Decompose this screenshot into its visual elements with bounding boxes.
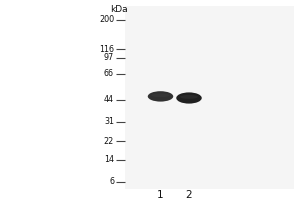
Text: 14: 14 <box>104 156 114 164</box>
Text: 200: 200 <box>99 16 114 24</box>
Text: kDa: kDa <box>110 5 127 14</box>
Ellipse shape <box>180 95 198 99</box>
Text: 2: 2 <box>186 190 192 200</box>
Text: 31: 31 <box>104 117 114 127</box>
Text: 66: 66 <box>104 70 114 78</box>
Text: 44: 44 <box>104 96 114 104</box>
Text: 6: 6 <box>109 178 114 186</box>
Ellipse shape <box>176 92 202 104</box>
Ellipse shape <box>152 94 169 97</box>
Text: 116: 116 <box>99 45 114 53</box>
Bar <box>124 6 294 189</box>
Ellipse shape <box>148 91 173 102</box>
Text: 22: 22 <box>104 136 114 146</box>
Text: 1: 1 <box>157 190 164 200</box>
Text: 97: 97 <box>104 53 114 62</box>
